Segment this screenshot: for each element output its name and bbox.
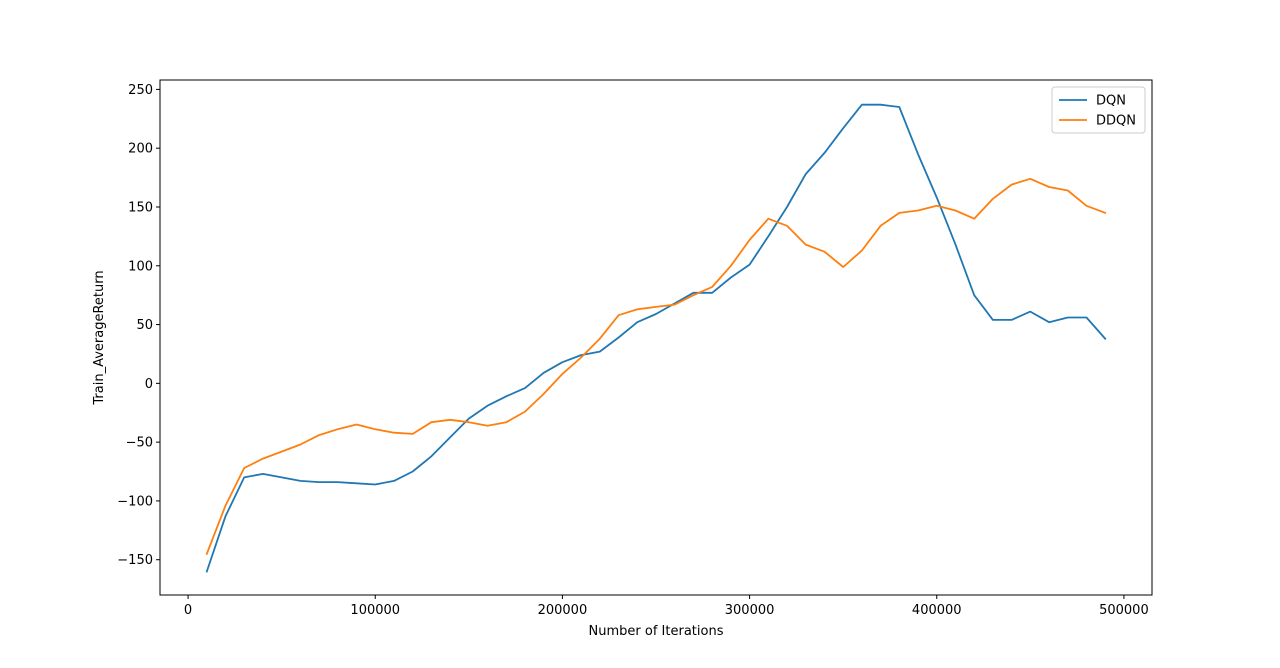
plot-area	[205, 103, 1107, 573]
y-axis: −150 −100 −50 0 50 100 150 200 250	[117, 83, 160, 568]
legend-label-dqn: DQN	[1096, 94, 1126, 109]
series-line-ddqn	[205, 177, 1107, 555]
legend-box	[1051, 86, 1146, 134]
x-tick-label: 200000	[538, 603, 588, 618]
y-tick-label: −100	[117, 494, 153, 509]
y-axis-label: Train_AverageReturn	[92, 270, 107, 405]
legend: DQN DDQN	[1051, 86, 1146, 134]
y-tick-label: −150	[117, 553, 153, 568]
plot-frame	[159, 79, 1153, 596]
y-tick-label: 50	[136, 318, 153, 333]
x-tick-label: 400000	[912, 603, 962, 618]
y-tick-label: 0	[145, 377, 153, 392]
x-axis: 0 100000 200000 300000 400000 500000	[184, 595, 1149, 618]
x-tick-label: 300000	[725, 603, 775, 618]
legend-label-ddqn: DDQN	[1096, 114, 1136, 129]
x-tick-label: 0	[184, 603, 192, 618]
x-tick-label: 500000	[1099, 603, 1149, 618]
series-line-dqn	[205, 103, 1107, 573]
y-tick-label: 250	[128, 83, 153, 98]
y-tick-label: −50	[126, 436, 153, 451]
y-tick-label: 150	[128, 200, 153, 215]
x-tick-label: 100000	[350, 603, 400, 618]
y-tick-label: 200	[128, 142, 153, 157]
y-tick-label: 100	[128, 259, 153, 274]
x-axis-label: Number of Iterations	[589, 624, 724, 639]
